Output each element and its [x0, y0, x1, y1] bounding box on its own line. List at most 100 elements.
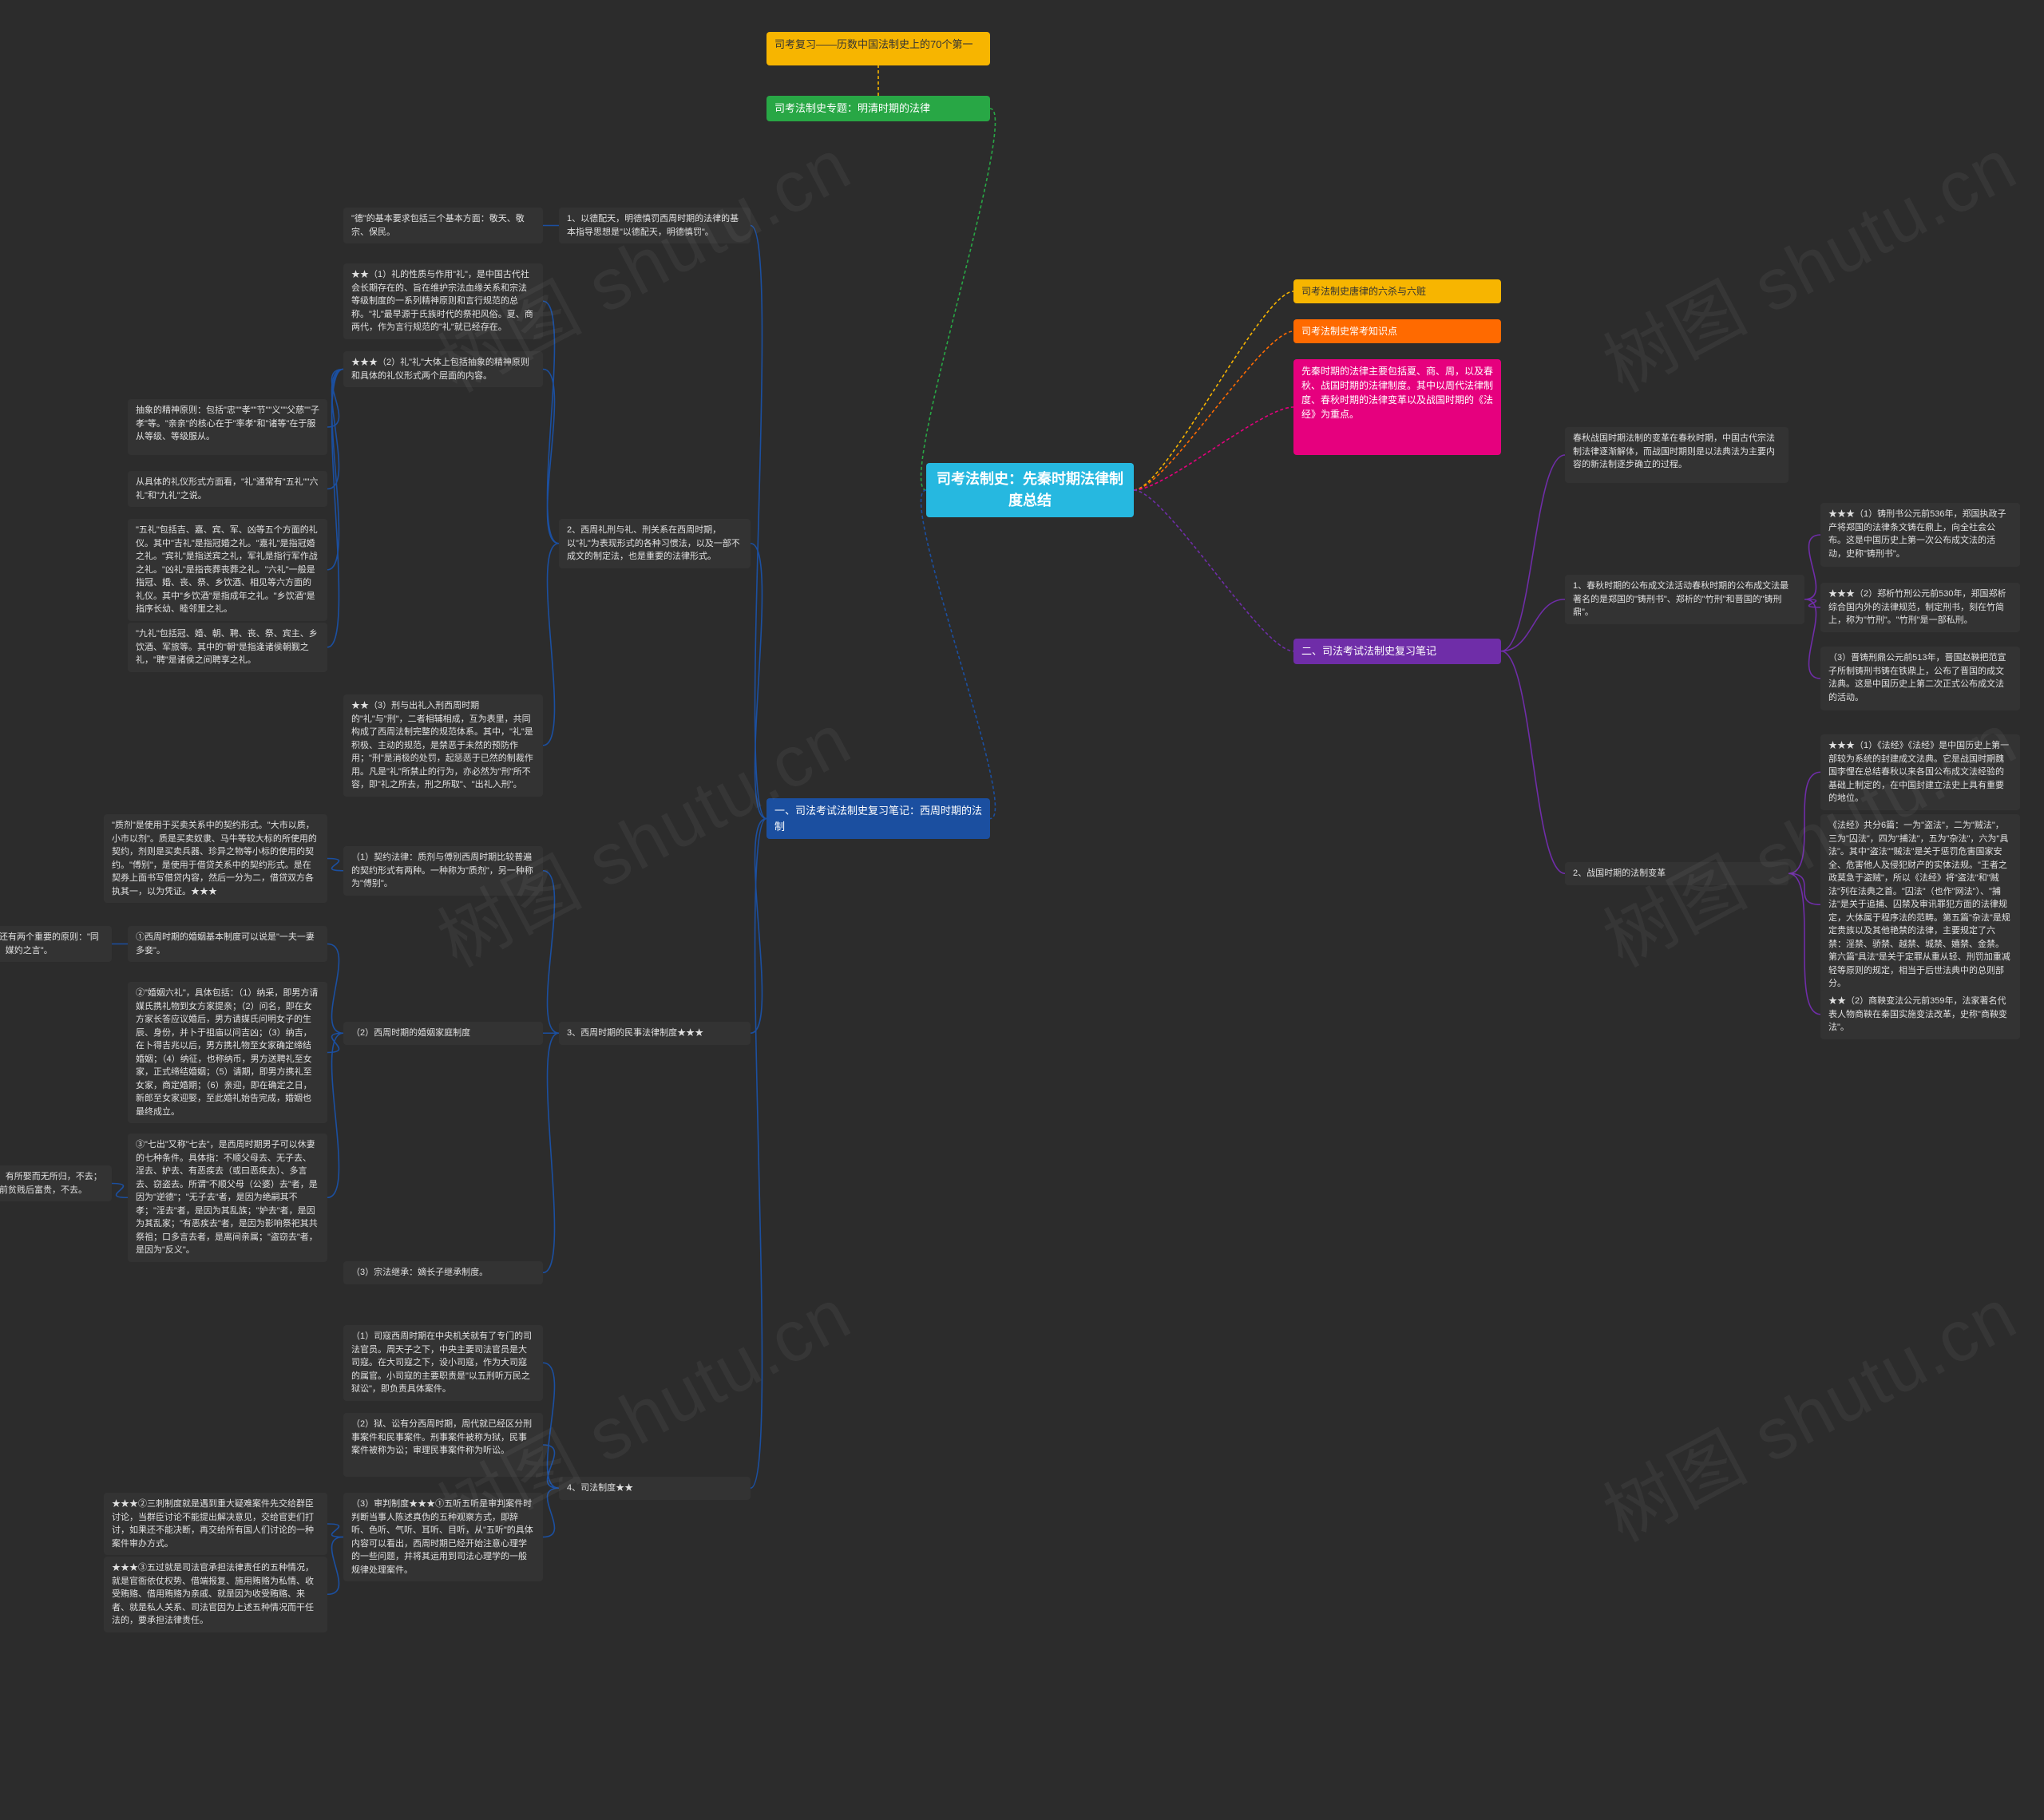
- node-text: 司考法制史唐律的六杀与六赃: [1301, 286, 1426, 297]
- node-L1a1[interactable]: "德"的基本要求包括三个基本方面：敬天、敬宗、保民。: [343, 208, 543, 243]
- node-r4b1[interactable]: ★★★（1）铸刑书公元前536年，郑国执政子产将郑国的法律条文铸在鼎上，向全社会…: [1820, 503, 2020, 567]
- node-r4[interactable]: 二、司法考试法制史复习笔记: [1293, 639, 1501, 664]
- node-L1c2c1[interactable]: "三不去"，具体是指：有所娶而无所归，不去；与更三年丧，不去；前贫贱后富贵，不去…: [0, 1165, 112, 1201]
- node-r4c3[interactable]: ★★（2）商鞅变法公元前359年，法家著名代表人物商鞅在秦国实施变法改革，史称"…: [1820, 990, 2020, 1039]
- node-L1b2[interactable]: ★★★（2）礼"礼"大体上包括抽象的精神原则和具体的礼仪形式两个层面的内容。: [343, 351, 543, 387]
- node-L1d[interactable]: 4、司法制度★★: [559, 1477, 751, 1500]
- node-L1b2d[interactable]: "九礼"包括冠、婚、朝、聘、丧、祭、宾主、乡饮酒、军旅等。其中的"朝"是指逢诸侯…: [128, 623, 327, 672]
- node-L1b2b[interactable]: 从具体的礼仪形式方面看，"礼"通常有"五礼""六礼"和"九礼"之说。: [128, 471, 327, 507]
- node-text: ★★★（1）铸刑书公元前536年，郑国执政子产将郑国的法律条文铸在鼎上，向全社会…: [1828, 509, 2006, 559]
- connector: [543, 301, 559, 544]
- node-text: ★★★③五过就是司法官承担法律责任的五种情况，就是官衙依仗权势、借端报复、施用贿…: [112, 1563, 314, 1625]
- connector: [1788, 772, 1820, 873]
- connector: [327, 370, 343, 570]
- node-text: "质剂"是使用于买卖关系中的契约形式。"大市以质，小市以剂"。质是买卖奴隶、马牛…: [112, 821, 317, 896]
- connector: [327, 1537, 343, 1595]
- node-text: 3、西周时期的民事法律制度★★★: [567, 1028, 703, 1038]
- node-text: （1）契约法律：质剂与傅别西周时期比较普遍的契约形式有两种。一种称为"质剂"，另…: [351, 853, 533, 888]
- node-text: 2、西周礼刑与礼、刑关系在西周时期，以"礼"为表现形式的各种习惯法，以及一部不成…: [567, 525, 740, 561]
- connector: [751, 819, 766, 1489]
- node-L1b[interactable]: 2、西周礼刑与礼、刑关系在西周时期，以"礼"为表现形式的各种习惯法，以及一部不成…: [559, 519, 751, 568]
- node-L1b3[interactable]: ★★（3）刑与出礼入刑西周时期的"礼"与"刑"，二者相辅相成，互为表里，共同构成…: [343, 694, 543, 797]
- connector: [543, 544, 559, 746]
- connector: [543, 1363, 559, 1488]
- node-text: （3）宗法继承：嫡长子继承制度。: [351, 1268, 488, 1277]
- node-L1c2b[interactable]: ②"婚姻六礼"，具体包括：（1）纳采，即男方请媒氏携礼物到女方家提亲；（2）问名…: [128, 982, 327, 1123]
- node-r4a[interactable]: 春秋战国时期法制的变革在春秋时期，中国古代宗法制法律逐渐解体，而战国时期则是以法…: [1565, 427, 1788, 483]
- connector: [1804, 599, 1820, 679]
- connector: [1134, 407, 1293, 490]
- connector: [543, 370, 559, 544]
- node-L1b1[interactable]: ★★（1）礼的性质与作用"礼"，是中国古代社会长期存在的、旨在维护宗法血缘关系和…: [343, 263, 543, 339]
- node-L1d3[interactable]: （3）审判制度★★★①五听五听是审判案件时判断当事人陈述真伪的五种观察方式，即辞…: [343, 1493, 543, 1581]
- connector: [543, 871, 559, 1034]
- connector: [327, 370, 343, 489]
- watermark: 树图 shutu.cn: [1583, 1256, 2032, 1561]
- connector: [1788, 873, 1820, 1015]
- node-L1a[interactable]: 1、以德配天，明德慎罚西周时期的法律的基本指导思想是"以德配天，明德慎罚"。: [559, 208, 751, 243]
- node-L1c[interactable]: 3、西周时期的民事法律制度★★★: [559, 1022, 751, 1045]
- connector: [1788, 873, 1820, 904]
- node-root[interactable]: 司考法制史：先秦时期法律制度总结: [926, 463, 1134, 517]
- node-text: "五礼"包括吉、嘉、宾、军、凶等五个方面的礼仪。其中"吉礼"是指冠婚之礼。"嘉礼…: [136, 525, 318, 614]
- node-text: （2）西周时期的婚姻家庭制度: [351, 1028, 470, 1038]
- connector: [327, 944, 343, 1034]
- node-text: ①西周时期的婚姻基本制度可以说是"一夫一妻多妾"。: [136, 932, 315, 956]
- node-L1[interactable]: 一、司法考试法制史复习笔记：西周时期的法制: [766, 798, 990, 839]
- connector: [543, 1033, 559, 1272]
- connector: [1804, 599, 1820, 607]
- node-r4b3[interactable]: （3）晋铸刑鼎公元前513年，晋国赵鞅把范宣子所制铸刑书铸在铁鼎上，公布了晋国的…: [1820, 647, 2020, 710]
- node-L1c2[interactable]: （2）西周时期的婚姻家庭制度: [343, 1022, 543, 1045]
- node-text: 春秋战国时期法制的变革在春秋时期，中国古代宗法制法律逐渐解体，而战国时期则是以法…: [1573, 433, 1775, 469]
- node-L1c2a[interactable]: ①西周时期的婚姻基本制度可以说是"一夫一妻多妾"。: [128, 926, 327, 962]
- node-r1[interactable]: 司考法制史唐律的六杀与六赃: [1293, 279, 1501, 303]
- node-L1d3b[interactable]: ★★★③五过就是司法官承担法律责任的五种情况，就是官衙依仗权势、借端报复、施用贿…: [104, 1557, 327, 1632]
- connector: [543, 1488, 559, 1537]
- node-text: 抽象的精神原则：包括"忠""孝""节""义""父慈""子孝"等。"亲亲"的核心在…: [136, 406, 319, 441]
- node-text: "九礼"包括冠、婚、朝、聘、丧、祭、宾主、乡饮酒、军旅等。其中的"朝"是指逢诸侯…: [136, 629, 318, 665]
- node-text: 先秦时期的法律主要包括夏、商、周，以及春秋、战国时期的法律制度。其中以周代法律制…: [1301, 366, 1493, 420]
- node-text: 从具体的礼仪形式方面看，"礼"通常有"五礼""六礼"和"九礼"之说。: [136, 477, 319, 500]
- node-L1b2c[interactable]: "五礼"包括吉、嘉、宾、军、凶等五个方面的礼仪。其中"吉礼"是指冠婚之礼。"嘉礼…: [128, 519, 327, 621]
- node-L1d2[interactable]: （2）狱、讼有分西周时期，周代就已经区分刑事案件和民事案件。刑事案件被称为狱，民…: [343, 1413, 543, 1477]
- node-text: ★★（1）礼的性质与作用"礼"，是中国古代社会长期存在的、旨在维护宗法血缘关系和…: [351, 270, 533, 332]
- node-r4b2[interactable]: ★★★（2）郑析竹刑公元前530年，郑国郑析综合国内外的法律规范，制定刑书，刻在…: [1820, 583, 2020, 632]
- node-L1c1a[interactable]: "质剂"是使用于买卖关系中的契约形式。"大市以质，小市以剂"。质是买卖奴隶、马牛…: [104, 814, 327, 903]
- node-L1d1[interactable]: （1）司寇西周时期在中央机关就有了专门的司法官员。周天子之下，中央主要司法官员是…: [343, 1325, 543, 1401]
- node-text: ③"七出"又称"七去"，是西周时期男子可以休妻的七种条件。具体指：不顺父母去、无…: [136, 1140, 318, 1255]
- node-L1c2a1[interactable]: 西周时期的婚姻制度还有两个重要的原则："同姓不婚"和"父母之命，媒妁之言"。: [0, 926, 112, 962]
- node-text: 《法经》共分6篇：一为"盗法"，二为"贼法"，三为"囚法"，四为"捕法"，五为"…: [1828, 821, 2010, 988]
- connector: [751, 226, 766, 819]
- node-text: 4、司法制度★★: [567, 1483, 633, 1493]
- node-top1[interactable]: 司考复习——历数中国法制史上的70个第一: [766, 32, 990, 65]
- connector: [327, 370, 343, 428]
- node-L1c1[interactable]: （1）契约法律：质剂与傅别西周时期比较普遍的契约形式有两种。一种称为"质剂"，另…: [343, 846, 543, 896]
- node-r4c2[interactable]: 《法经》共分6篇：一为"盗法"，二为"贼法"，三为"囚法"，四为"捕法"，五为"…: [1820, 814, 2020, 995]
- connector: [751, 819, 766, 1034]
- connector: [543, 1445, 559, 1488]
- connector: [327, 1524, 343, 1537]
- node-r3[interactable]: 先秦时期的法律主要包括夏、商、周，以及春秋、战国时期的法律制度。其中以周代法律制…: [1293, 359, 1501, 455]
- node-L1d3a[interactable]: ★★★②三刺制度就是遇到重大疑难案件先交给群臣讨论，当群臣讨论不能提出解决意见，…: [104, 1493, 327, 1555]
- node-text: （3）晋铸刑鼎公元前513年，晋国赵鞅把范宣子所制铸刑书铸在铁鼎上，公布了晋国的…: [1828, 653, 2006, 702]
- node-text: 司考法制史专题：明清时期的法律: [774, 102, 930, 114]
- node-top2[interactable]: 司考法制史专题：明清时期的法律: [766, 96, 990, 121]
- node-r2[interactable]: 司考法制史常考知识点: [1293, 319, 1501, 343]
- node-L1b2a[interactable]: 抽象的精神原则：包括"忠""孝""节""义""父慈""子孝"等。"亲亲"的核心在…: [128, 399, 327, 455]
- node-L1c2c[interactable]: ③"七出"又称"七去"，是西周时期男子可以休妻的七种条件。具体指：不顺父母去、无…: [128, 1134, 327, 1262]
- node-text: 2、战国时期的法制变革: [1573, 868, 1666, 878]
- connector: [1134, 331, 1293, 490]
- node-r4c[interactable]: 2、战国时期的法制变革: [1565, 862, 1788, 885]
- node-text: ★★★（2）礼"礼"大体上包括抽象的精神原则和具体的礼仪形式两个层面的内容。: [351, 358, 529, 381]
- node-text: 司考复习——历数中国法制史上的70个第一: [774, 38, 972, 50]
- node-text: "三不去"，具体是指：有所娶而无所归，不去；与更三年丧，不去；前贫贱后富贵，不去…: [0, 1172, 102, 1195]
- connector: [1804, 535, 1820, 599]
- node-r4b[interactable]: 1、春秋时期的公布成文法活动春秋时期的公布成文法最著名的是郑国的"铸刑书"、郑析…: [1565, 575, 1804, 624]
- node-r4c1[interactable]: ★★★（1）《法经》《法经》是中国历史上第一部较为系统的封建成文法典。它是战国时…: [1820, 734, 2020, 810]
- node-text: ★★（3）刑与出礼入刑西周时期的"礼"与"刑"，二者相辅相成，互为表里，共同构成…: [351, 701, 533, 789]
- node-L1c3[interactable]: （3）宗法继承：嫡长子继承制度。: [343, 1261, 543, 1284]
- node-text: ★★★（2）郑析竹刑公元前530年，郑国郑析综合国内外的法律规范，制定刑书，刻在…: [1828, 589, 2006, 625]
- node-text: ★★★（1）《法经》《法经》是中国历史上第一部较为系统的封建成文法典。它是战国时…: [1828, 741, 2009, 803]
- node-text: ②"婚姻六礼"，具体包括：（1）纳采，即男方请媒氏携礼物到女方家提亲；（2）问名…: [136, 988, 318, 1117]
- node-text: 西周时期的婚姻制度还有两个重要的原则："同姓不婚"和"父母之命，媒妁之言"。: [0, 932, 99, 956]
